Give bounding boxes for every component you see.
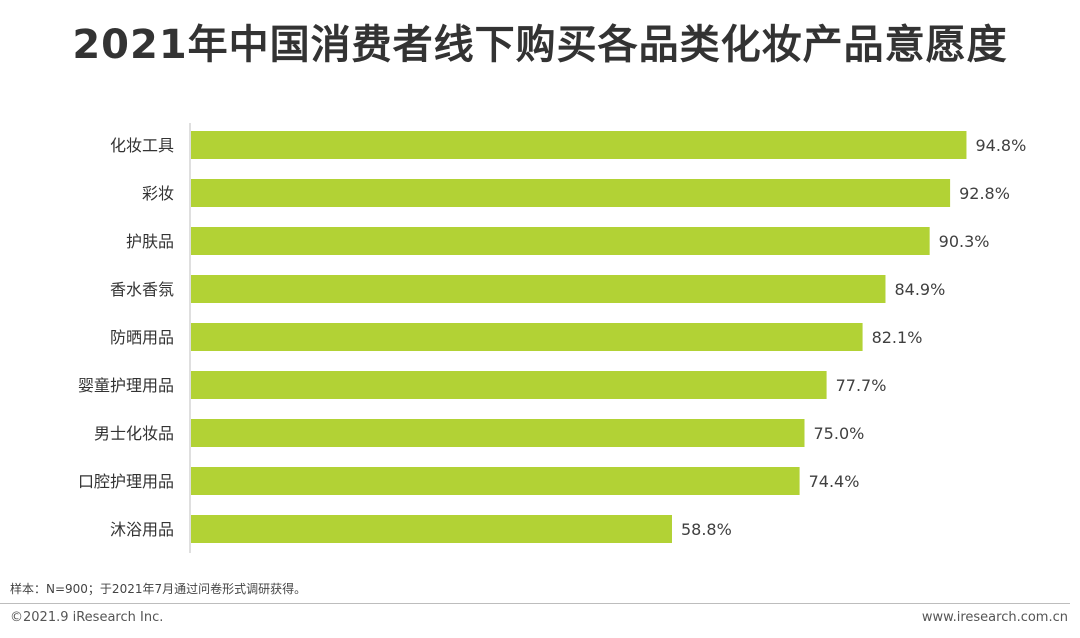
category-label: 防晒用品 [110, 328, 174, 347]
bar [191, 275, 886, 303]
bar [191, 227, 930, 255]
bar [191, 179, 951, 207]
value-label: 90.3% [939, 232, 990, 251]
bar [191, 131, 967, 159]
category-label: 彩妆 [142, 184, 174, 203]
category-label: 男士化妆品 [94, 424, 174, 443]
bar [191, 323, 863, 351]
value-label: 77.7% [836, 376, 887, 395]
value-label: 74.4% [809, 472, 860, 491]
value-label: 58.8% [681, 520, 732, 539]
bar [191, 467, 800, 495]
value-label: 82.1% [872, 328, 923, 347]
sample-note: 样本：N=900；于2021年7月通过问卷形式调研获得。 [10, 582, 307, 596]
category-label: 口腔护理用品 [78, 472, 174, 491]
category-label: 护肤品 [126, 232, 174, 251]
bar [191, 419, 805, 447]
chart-title: 2021年中国消费者线下购买各品类化妆产品意愿度 [72, 22, 1008, 68]
bar [191, 371, 827, 399]
category-label: 沐浴用品 [110, 520, 174, 539]
value-label: 84.9% [894, 280, 945, 299]
category-label: 香水香氛 [110, 280, 174, 299]
website-link: www.iresearch.com.cn [921, 610, 1068, 625]
value-label: 92.8% [959, 184, 1010, 203]
value-label: 75.0% [814, 424, 865, 443]
value-label: 94.8% [975, 136, 1026, 155]
bar [191, 515, 672, 543]
footer-divider [0, 603, 1070, 604]
category-label: 婴童护理用品 [78, 376, 174, 395]
bar-chart: 化妆工具 94.8% 彩妆 92.8% 护肤品 90.3% 香水香氛 84.9% 防晒用品 82.… [78, 123, 1026, 553]
copyright-text: ©2021.9 iResearch Inc. [10, 610, 164, 625]
category-label: 化妆工具 [110, 136, 174, 155]
